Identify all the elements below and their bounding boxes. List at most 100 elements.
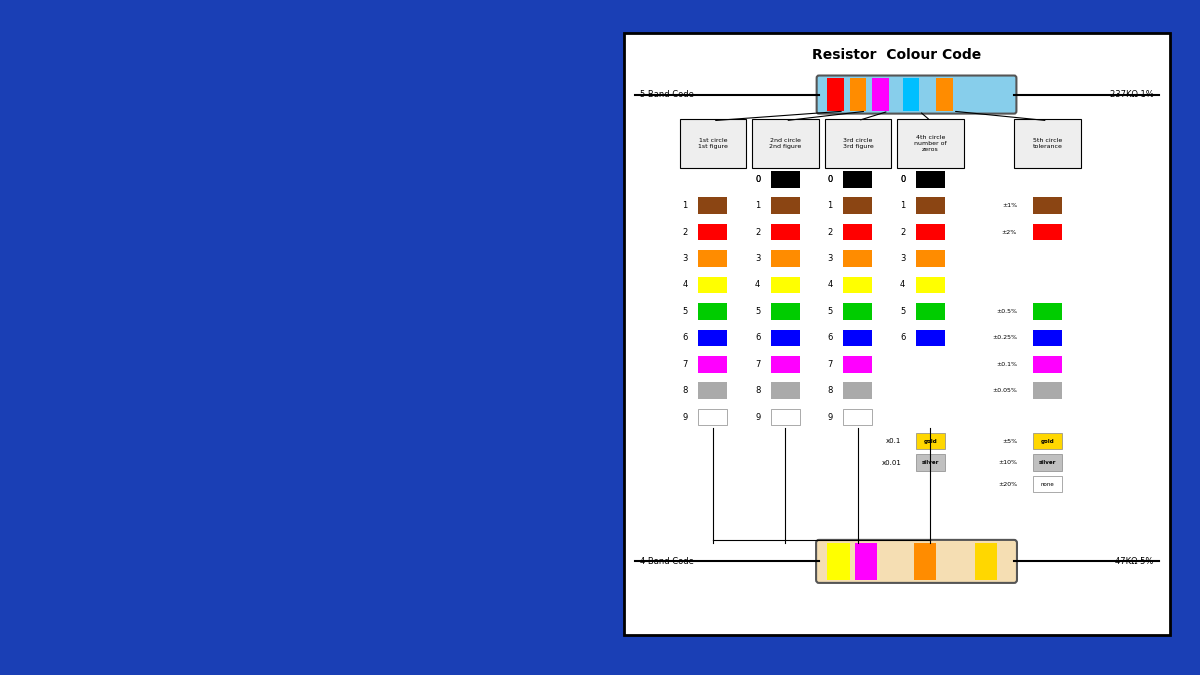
Bar [770,198,800,214]
Text: 8: 8 [683,386,688,395]
Text: gold: gold [1040,439,1055,443]
Text: 1: 1 [683,201,688,210]
Bar [916,198,944,214]
Text: 1: 1 [755,201,761,210]
Text: 9: 9 [755,412,761,422]
FancyBboxPatch shape [916,454,944,470]
FancyBboxPatch shape [1033,476,1062,492]
Bar [916,303,944,320]
Text: 4 Band Code: 4 Band Code [641,557,694,566]
Text: silver: silver [922,460,940,465]
Bar [770,277,800,293]
Text: 0: 0 [828,175,833,184]
Bar [827,543,850,580]
Text: 8: 8 [755,386,761,395]
Bar [1033,198,1062,214]
Text: 9: 9 [683,412,688,422]
Bar [844,198,872,214]
Bar [698,198,727,214]
Text: ±1%: ±1% [1002,203,1016,209]
Bar [936,78,953,111]
Text: 7: 7 [828,360,833,369]
Text: 6: 6 [683,333,688,342]
Bar [770,382,800,399]
Text: 2: 2 [828,227,833,237]
Bar [916,171,944,188]
Bar [770,329,800,346]
Text: 5: 5 [683,307,688,316]
Bar [698,382,727,399]
Bar [844,356,872,373]
Text: ±5%: ±5% [1002,439,1016,443]
Text: ±20%: ±20% [998,481,1016,487]
Text: 3: 3 [755,254,761,263]
FancyBboxPatch shape [816,540,1016,583]
Bar [1033,303,1062,320]
Bar [844,409,872,425]
Bar [916,250,944,267]
FancyBboxPatch shape [898,119,964,168]
Text: ±0.25%: ±0.25% [992,335,1016,340]
Bar [1033,224,1062,240]
Text: 3: 3 [900,254,905,263]
Bar [698,277,727,293]
Text: 6: 6 [755,333,761,342]
Bar [850,78,866,111]
FancyBboxPatch shape [752,119,818,168]
Bar [844,171,872,188]
Text: 5 Band Code: 5 Band Code [641,90,694,99]
Text: SampleTemplates.com: SampleTemplates.com [48,583,364,608]
Bar [770,250,800,267]
Text: 2nd circle
2nd figure: 2nd circle 2nd figure [769,138,802,149]
Text: gold: gold [924,439,937,443]
Bar [902,78,919,111]
Text: 7: 7 [683,360,688,369]
Text: A resistor color code chart is a
reference guide used to determine a
resistor’s : A resistor color code chart is a referen… [48,378,452,516]
Bar [844,250,872,267]
Text: 6: 6 [828,333,833,342]
Bar [872,78,889,111]
Text: 2: 2 [683,227,688,237]
FancyBboxPatch shape [1033,433,1062,450]
Text: ±0.5%: ±0.5% [996,309,1016,314]
Bar [844,303,872,320]
Text: 2: 2 [755,227,761,237]
Text: ±0.05%: ±0.05% [992,388,1016,393]
Text: x0.01: x0.01 [882,460,901,466]
Bar [827,78,844,111]
Text: 8: 8 [828,386,833,395]
Bar [976,543,997,580]
Bar [698,250,727,267]
Text: none: none [1040,481,1055,487]
Text: 2: 2 [900,227,905,237]
Bar [844,382,872,399]
Bar [698,356,727,373]
Text: 237KΩ 1%: 237KΩ 1% [1110,90,1153,99]
Bar [1033,356,1062,373]
Bar [913,543,936,580]
FancyBboxPatch shape [817,76,1016,113]
Text: 1: 1 [828,201,833,210]
Bar [856,543,877,580]
Bar [844,224,872,240]
Bar [1033,382,1062,399]
Text: 4: 4 [755,281,761,290]
Text: 3: 3 [683,254,688,263]
Bar [916,224,944,240]
Bar [698,409,727,425]
Text: 3rd circle
3rd figure: 3rd circle 3rd figure [842,138,874,149]
Text: ±2%: ±2% [1002,230,1016,235]
Text: 5th circle
tolerance: 5th circle tolerance [1033,138,1062,149]
Text: Resistor Color Code
Chart: Resistor Color Code Chart [48,122,510,212]
Bar [770,171,800,188]
Text: 1st circle
1st figure: 1st circle 1st figure [698,138,727,149]
Bar [698,303,727,320]
FancyBboxPatch shape [624,33,1170,635]
Bar [770,409,800,425]
Bar [916,329,944,346]
Text: 47KΩ 5%: 47KΩ 5% [1115,557,1153,566]
Text: 4th circle
number of
zeros: 4th circle number of zeros [914,135,947,153]
Text: 4: 4 [900,281,905,290]
Bar [770,224,800,240]
Text: 0: 0 [755,175,761,184]
